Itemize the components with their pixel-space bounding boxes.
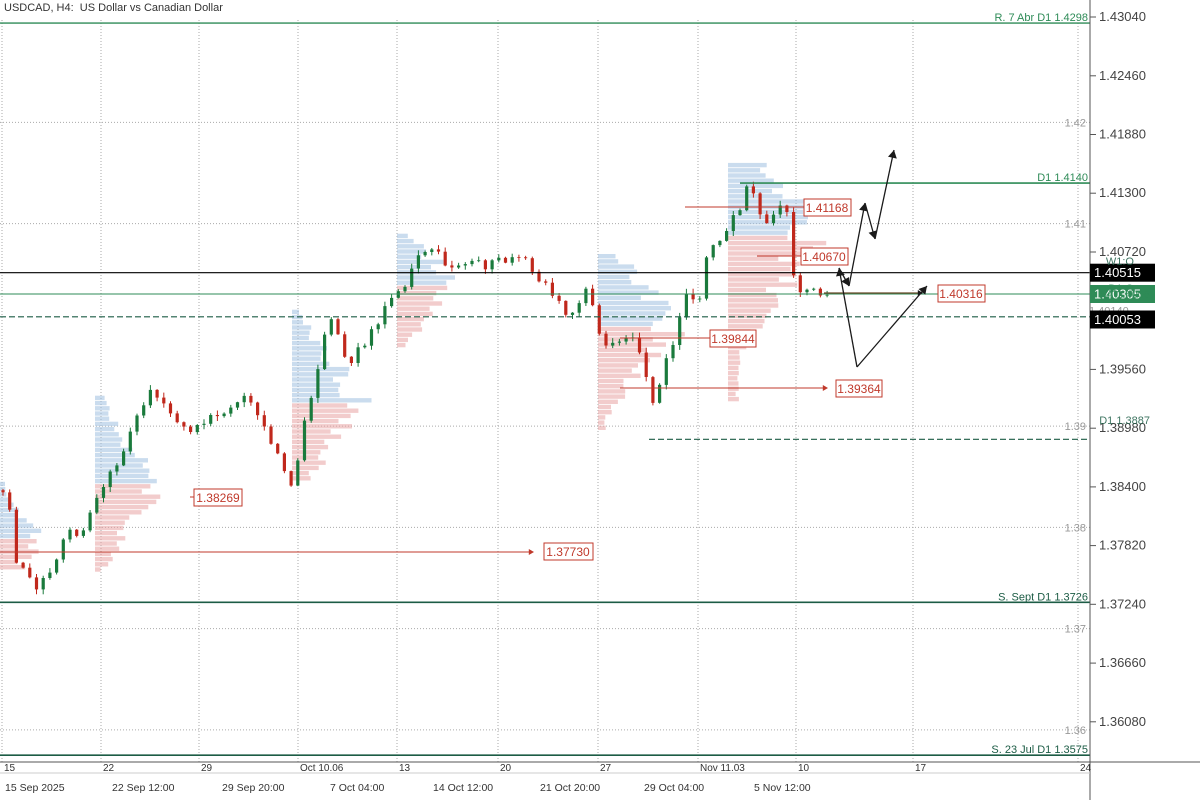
svg-text:S. Sept D1 1.3726: S. Sept D1 1.3726 bbox=[998, 591, 1088, 603]
svg-text:R. 7 Abr D1 1.4298: R. 7 Abr D1 1.4298 bbox=[994, 12, 1088, 24]
svg-text:H4 1.4008: H4 1.4008 bbox=[1099, 289, 1150, 301]
svg-text:Oct 10.06: Oct 10.06 bbox=[300, 763, 344, 774]
svg-text:1.38269: 1.38269 bbox=[196, 491, 240, 505]
svg-text:1.39844: 1.39844 bbox=[711, 332, 755, 346]
svg-text:1.36660: 1.36660 bbox=[1099, 655, 1146, 670]
svg-text:1.36080: 1.36080 bbox=[1099, 714, 1146, 729]
svg-text:1.41168: 1.41168 bbox=[806, 201, 849, 215]
svg-text:22: 22 bbox=[103, 763, 115, 774]
svg-text:W1:O: W1:O bbox=[1106, 256, 1135, 268]
svg-text:29: 29 bbox=[201, 763, 213, 774]
svg-text:15: 15 bbox=[4, 763, 16, 774]
svg-text:13: 13 bbox=[399, 763, 411, 774]
svg-text:1.39560: 1.39560 bbox=[1099, 361, 1146, 376]
svg-text:D1 1.4140: D1 1.4140 bbox=[1037, 172, 1088, 184]
svg-text:1.38: 1.38 bbox=[1065, 522, 1086, 534]
svg-text:1.43040: 1.43040 bbox=[1099, 9, 1146, 24]
svg-text:1.41880: 1.41880 bbox=[1099, 127, 1146, 142]
svg-text:20: 20 bbox=[500, 763, 512, 774]
svg-text:1.41300: 1.41300 bbox=[1099, 185, 1146, 200]
svg-text:1.40316: 1.40316 bbox=[939, 287, 983, 301]
svg-text:22 Sep 12:00: 22 Sep 12:00 bbox=[112, 782, 175, 794]
svg-text:14 Oct 12:00: 14 Oct 12:00 bbox=[433, 782, 493, 794]
svg-text:1.36: 1.36 bbox=[1065, 725, 1086, 737]
svg-text:1.42: 1.42 bbox=[1065, 117, 1086, 129]
svg-text:21 Oct 20:00: 21 Oct 20:00 bbox=[540, 782, 600, 794]
svg-text:1.42460: 1.42460 bbox=[1099, 68, 1146, 83]
svg-text:1.39364: 1.39364 bbox=[837, 382, 881, 396]
svg-text:1.41: 1.41 bbox=[1065, 219, 1086, 231]
svg-text:17: 17 bbox=[915, 763, 927, 774]
svg-text:5 Nov 12:00: 5 Nov 12:00 bbox=[754, 782, 811, 794]
svg-text:1.37730: 1.37730 bbox=[546, 545, 590, 559]
svg-text:1.39: 1.39 bbox=[1065, 421, 1086, 433]
svg-text:Nov 11.03: Nov 11.03 bbox=[700, 763, 745, 774]
svg-text:1.37240: 1.37240 bbox=[1099, 596, 1146, 611]
svg-text:1.37: 1.37 bbox=[1065, 624, 1086, 636]
svg-text:24: 24 bbox=[1080, 763, 1092, 774]
svg-text:1.37820: 1.37820 bbox=[1099, 538, 1146, 553]
svg-text:10: 10 bbox=[798, 763, 810, 774]
svg-text:29 Sep 20:00: 29 Sep 20:00 bbox=[222, 782, 285, 794]
svg-text:S. 23 Jul D1 1.3575: S. 23 Jul D1 1.3575 bbox=[991, 744, 1088, 756]
svg-text:1.40670: 1.40670 bbox=[802, 250, 846, 264]
svg-text:15 Sep 2025: 15 Sep 2025 bbox=[5, 782, 65, 794]
svg-text:29 Oct 04:00: 29 Oct 04:00 bbox=[644, 782, 704, 794]
svg-text:USDCAD, H4: US Dollar vs Cana: USDCAD, H4: US Dollar vs Canadian Dollar bbox=[4, 2, 223, 14]
svg-text:D1 1.3887: D1 1.3887 bbox=[1099, 415, 1150, 427]
svg-text:7 Oct 04:00: 7 Oct 04:00 bbox=[330, 782, 384, 794]
svg-text:1.38400: 1.38400 bbox=[1099, 479, 1146, 494]
svg-text:1.40053: 1.40053 bbox=[1094, 312, 1141, 327]
svg-text:27: 27 bbox=[600, 763, 612, 774]
